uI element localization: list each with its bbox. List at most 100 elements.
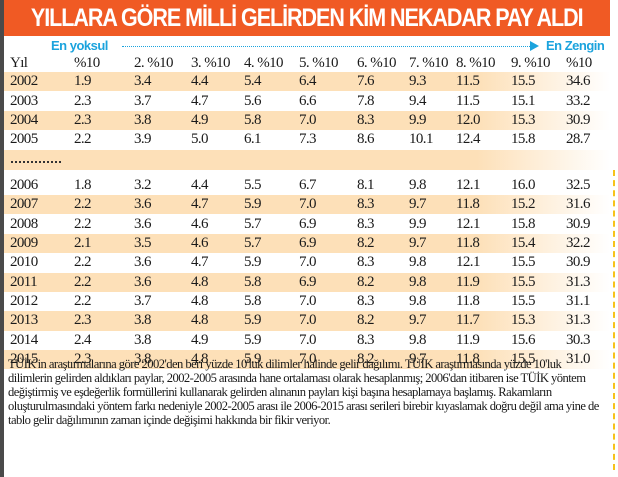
share-cell: 6.9 (299, 273, 317, 290)
table-group-2002-2005: 2002 1.9 3.4 4.4 5.4 6.4 7.6 9.3 11.5 15.5 34.6 200… (4, 72, 610, 150)
share-cell: 3.8 (134, 331, 152, 348)
share-cell: 5.8 (244, 293, 262, 310)
decile-column-header: 3. %10 (191, 54, 231, 71)
year-cell: 2003 (10, 92, 38, 109)
share-cell: 2.1 (74, 234, 92, 251)
share-cell: 3.7 (134, 293, 152, 310)
share-cell: 15.6 (511, 331, 535, 348)
decile-column-header: 4. %10 (244, 54, 284, 71)
share-cell: 15.5 (511, 254, 535, 271)
share-cell: 6.1 (244, 131, 262, 148)
share-cell: 6.7 (299, 176, 317, 193)
share-cell: 8.6 (357, 131, 375, 148)
share-cell: 15.2 (511, 196, 535, 213)
share-cell: 8.2 (357, 351, 375, 368)
left-border (0, 0, 4, 477)
share-cell: 8.3 (357, 215, 375, 232)
share-cell: 5.9 (244, 196, 262, 213)
dotted-range-line (122, 46, 532, 47)
share-cell: 31.3 (566, 312, 590, 329)
share-cell: 31.6 (566, 196, 590, 213)
share-cell: 6.6 (299, 92, 317, 109)
share-cell: 3.6 (134, 215, 152, 232)
share-cell: 6.4 (299, 73, 317, 90)
share-cell: 2.4 (74, 331, 92, 348)
share-cell: 7.0 (299, 293, 317, 310)
separator-dots (11, 160, 61, 163)
share-cell: 9.8 (409, 331, 427, 348)
share-cell: 30.9 (566, 215, 590, 232)
table-row: 2004 2.3 3.8 4.9 5.8 7.0 8.3 9.9 12.0 15.3 30.9 (4, 110, 610, 131)
share-cell: 7.0 (299, 111, 317, 128)
share-cell: 11.5 (456, 73, 480, 90)
share-cell: 9.4 (409, 92, 427, 109)
share-cell: 3.6 (134, 254, 152, 271)
share-cell: 2.3 (74, 111, 92, 128)
table-row: 2007 2.2 3.6 4.7 5.9 7.0 8.3 9.7 11.8 15.2 31.6 (4, 194, 610, 215)
share-cell: 8.3 (357, 111, 375, 128)
year-cell: 2013 (10, 312, 38, 329)
table-header-row: Yıl %10 2. %10 3. %10 4. %10 5. %10 6. %10 7. %… (4, 54, 610, 72)
year-cell: 2002 (10, 73, 38, 90)
share-cell: 8.3 (357, 196, 375, 213)
share-cell: 4.7 (191, 254, 209, 271)
share-cell: 11.8 (456, 293, 480, 310)
share-cell: 15.8 (511, 131, 535, 148)
share-cell: 4.8 (191, 351, 209, 368)
share-cell: 28.7 (566, 131, 590, 148)
decile-column-header: %10 (566, 54, 592, 71)
share-cell: 8.2 (357, 234, 375, 251)
share-cell: 15.5 (511, 293, 535, 310)
decile-column-header: 9. %10 (511, 54, 551, 71)
share-cell: 4.4 (191, 73, 209, 90)
share-cell: 11.5 (456, 92, 480, 109)
table-row: 2015 2.3 3.8 4.8 5.9 7.0 8.2 9.7 11.8 15.5 31.0 (4, 350, 610, 370)
share-cell: 9.8 (409, 254, 427, 271)
share-cell: 9.9 (409, 215, 427, 232)
share-cell: 5.9 (244, 312, 262, 329)
share-cell: 8.3 (357, 254, 375, 271)
share-cell: 4.9 (191, 331, 209, 348)
year-cell: 2007 (10, 196, 38, 213)
share-cell: 12.1 (456, 176, 480, 193)
table-row: 2003 2.3 3.7 4.7 5.6 6.6 7.8 9.4 11.5 15.1 33.2 (4, 91, 610, 110)
share-cell: 3.6 (134, 196, 152, 213)
year-cell: 2006 (10, 176, 38, 193)
share-cell: 10.1 (409, 131, 433, 148)
decile-column-header: 8. %10 (456, 54, 496, 71)
share-cell: 5.9 (244, 351, 262, 368)
share-cell: 15.5 (511, 273, 535, 290)
share-cell: 7.6 (357, 73, 375, 90)
share-cell: 2.2 (74, 293, 92, 310)
share-cell: 15.4 (511, 234, 535, 251)
share-cell: 15.5 (511, 351, 535, 368)
decile-column-header: 6. %10 (357, 54, 397, 71)
richest-label: En Zengin (546, 38, 605, 53)
table-row: 2006 1.8 3.2 4.4 5.5 6.7 8.1 9.8 12.1 16.0 32.5 (4, 176, 610, 195)
share-cell: 3.4 (134, 73, 152, 90)
share-cell: 1.8 (74, 176, 92, 193)
share-cell: 9.7 (409, 234, 427, 251)
share-cell: 5.9 (244, 254, 262, 271)
share-cell: 30.9 (566, 111, 590, 128)
share-cell: 11.8 (456, 351, 480, 368)
year-cell: 2011 (10, 273, 38, 290)
share-cell: 9.8 (409, 176, 427, 193)
table-row: 2010 2.2 3.6 4.7 5.9 7.0 8.3 9.8 12.1 15.5 30.9 (4, 253, 610, 272)
dashed-edge-line (613, 170, 615, 470)
share-cell: 2.2 (74, 254, 92, 271)
table-row: 2014 2.4 3.8 4.9 5.9 7.0 8.3 9.8 11.9 15.6 30.3 (4, 331, 610, 350)
year-cell: 2015 (10, 351, 38, 368)
share-cell: 2.3 (74, 92, 92, 109)
arrow-right-icon (530, 41, 539, 51)
share-cell: 5.7 (244, 215, 262, 232)
share-cell: 32.5 (566, 176, 590, 193)
share-cell: 5.8 (244, 273, 262, 290)
share-cell: 11.7 (456, 312, 480, 329)
share-cell: 3.2 (134, 176, 152, 193)
share-cell: 4.6 (191, 234, 209, 251)
share-cell: 8.2 (357, 273, 375, 290)
share-cell: 4.7 (191, 196, 209, 213)
share-cell: 30.3 (566, 331, 590, 348)
share-cell: 5.6 (244, 92, 262, 109)
